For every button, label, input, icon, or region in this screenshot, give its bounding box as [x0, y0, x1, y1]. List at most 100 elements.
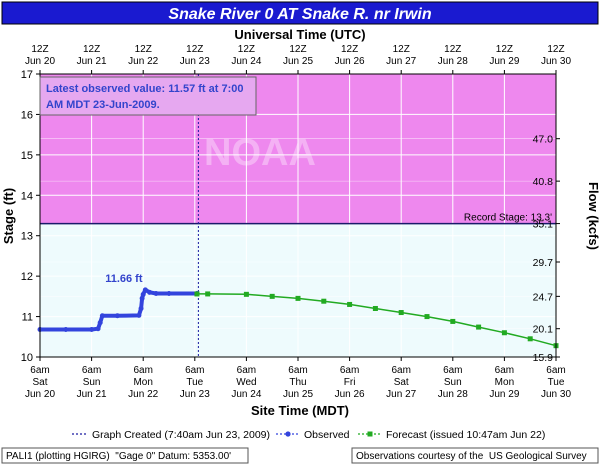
bottom-tick-day: Wed	[236, 377, 256, 388]
forecast-point	[450, 318, 456, 324]
bottom-tick-date: Jun 25	[283, 389, 313, 400]
top-tick-hour: 12Z	[186, 44, 203, 55]
forecast-point	[269, 293, 275, 299]
bottom-tick-day: Tue	[186, 377, 203, 388]
y-axis-title-right: Flow (kcfs)	[586, 182, 600, 250]
top-tick-date: Jun 28	[438, 56, 468, 67]
right-tick-label: 40.8	[533, 176, 554, 188]
top-tick-date: Jun 30	[541, 56, 571, 67]
top-tick-hour: 12Z	[496, 44, 513, 55]
bottom-tick-day: Mon	[133, 377, 152, 388]
right-tick-label: 47.0	[533, 134, 554, 146]
axis-tick-labels: 10 11 12 13 14 15 16 17 15.9 20.1 24.7 29.7 35.1 40.8…	[21, 44, 572, 400]
forecast-point	[321, 298, 327, 304]
bottom-tick-time: 6am	[133, 365, 152, 376]
observed-point	[166, 291, 172, 297]
bottom-tick-day: Sat	[32, 377, 47, 388]
forecast-point	[295, 295, 301, 301]
bottom-tick-time: 6am	[443, 365, 462, 376]
observed-point	[140, 291, 146, 297]
top-tick-date: Jun 23	[180, 56, 210, 67]
right-tick-label: 20.1	[533, 324, 554, 336]
x-axis-title: Site Time (MDT)	[251, 403, 349, 418]
bottom-tick-date: Jun 29	[489, 389, 519, 400]
bottom-tick-time: 6am	[546, 365, 565, 376]
legend-observed-label: Observed	[304, 429, 350, 441]
top-tick-hour: 12Z	[444, 44, 461, 55]
bottom-tick-day: Fri	[344, 377, 356, 388]
observed-point	[139, 295, 145, 301]
observed-point	[153, 291, 159, 297]
footer-right-box	[351, 447, 599, 464]
bottom-tick-date: Jun 27	[386, 389, 416, 400]
top-tick-date: Jun 29	[489, 56, 519, 67]
bottom-tick-time: 6am	[288, 365, 307, 376]
top-tick-date: Jun 27	[386, 56, 416, 67]
bottom-tick-day: Sun	[444, 377, 462, 388]
footer-left-box	[1, 447, 249, 464]
top-tick-hour: 12Z	[547, 44, 564, 55]
left-tick-label: 11	[22, 312, 33, 324]
forecast-point	[243, 291, 249, 297]
bottom-tick-time: 6am	[185, 365, 204, 376]
observed-point	[97, 320, 103, 326]
title-bar	[1, 1, 599, 25]
forecast-point	[205, 291, 211, 297]
observed-point	[63, 327, 69, 333]
record-stage-label: Record Stage: 13.3'	[464, 213, 552, 224]
footer-left-text: PALI1 (plotting HGIRG) "Gage 0" Datum: 5…	[6, 451, 231, 462]
bottom-tick-day: Tue	[548, 377, 565, 388]
top-axis-title: Universal Time (UTC)	[234, 27, 365, 42]
legend-created-label: Graph Created (7:40am Jun 23, 2009)	[92, 429, 270, 441]
bottom-tick-time: 6am	[82, 365, 101, 376]
latest-observed-box-bg	[39, 76, 257, 116]
forecast-point	[424, 314, 430, 320]
left-tick-label: 17	[21, 69, 33, 81]
bottom-tick-day: Sun	[83, 377, 101, 388]
forecast-point	[476, 324, 482, 330]
bottom-tick-date: Jun 30	[541, 389, 571, 400]
latest-observed-box: Latest observed value: 11.57 ft at 7:00 …	[39, 76, 257, 116]
top-tick-date: Jun 22	[128, 56, 158, 67]
top-tick-date: Jun 26	[335, 56, 365, 67]
legend-forecast-marker	[367, 431, 373, 437]
left-tick-label: 16	[21, 109, 33, 121]
bottom-tick-date: Jun 20	[25, 389, 55, 400]
observed-point	[147, 289, 153, 295]
bottom-tick-time: 6am	[495, 365, 514, 376]
chart-title: Snake River 0 AT Snake R. nr Irwin	[168, 6, 431, 23]
legend-observed-marker	[285, 431, 291, 437]
footer-right-text: Observations courtesy of the US Geologic…	[356, 451, 587, 462]
bottom-tick-date: Jun 26	[335, 389, 365, 400]
top-tick-date: Jun 24	[231, 56, 261, 67]
observed-point	[95, 326, 101, 332]
forecast-point	[398, 310, 404, 316]
bottom-tick-time: 6am	[30, 365, 49, 376]
observed-line	[38, 287, 199, 332]
record-stage: Record Stage: 13.3'	[40, 213, 556, 225]
forecast-point	[194, 291, 200, 297]
observed-point	[114, 313, 120, 319]
footer: PALI1 (plotting HGIRG) "Gage 0" Datum: 5…	[1, 447, 599, 464]
legend-forecast-label: Forecast (issued 10:47am Jun 22)	[386, 429, 545, 441]
right-tick-label: 35.1	[533, 219, 554, 231]
top-tick-hour: 12Z	[31, 44, 48, 55]
bottom-tick-day: Mon	[495, 377, 514, 388]
bottom-tick-date: Jun 22	[128, 389, 158, 400]
bottom-tick-time: 6am	[340, 365, 359, 376]
legend: Graph Created (7:40am Jun 23, 2009) Obse…	[72, 429, 545, 441]
bottom-tick-date: Jun 24	[231, 389, 261, 400]
top-tick-hour: 12Z	[135, 44, 152, 55]
left-tick-label: 10	[21, 352, 33, 364]
right-tick-label: 24.7	[533, 291, 554, 303]
latest-observed-line1: Latest observed value: 11.57 ft at 7:00	[46, 83, 243, 95]
bottom-tick-time: 6am	[237, 365, 256, 376]
observed-point	[142, 287, 148, 293]
watermark-text: NOAA	[204, 132, 316, 174]
observed-point	[138, 305, 144, 311]
latest-observed-line2: AM MDT 23-Jun-2009.	[46, 99, 160, 111]
bottom-tick-date: Jun 23	[180, 389, 210, 400]
y-axis-title-left: Stage (ft)	[1, 188, 16, 244]
forecast-point	[372, 305, 378, 311]
